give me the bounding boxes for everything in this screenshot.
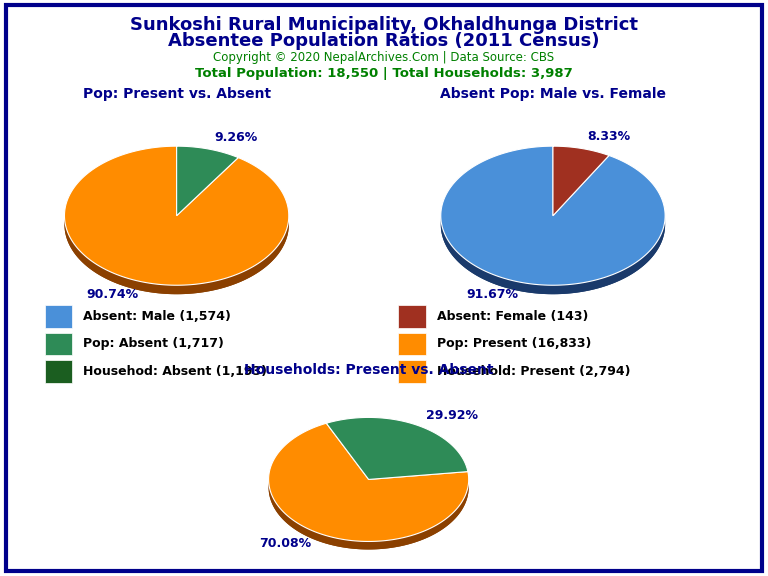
Text: 70.08%: 70.08% xyxy=(260,537,312,550)
Polygon shape xyxy=(269,480,468,550)
Polygon shape xyxy=(177,155,238,225)
Text: Pop: Present (16,833): Pop: Present (16,833) xyxy=(437,338,591,350)
Text: 9.26%: 9.26% xyxy=(214,131,258,143)
Text: Absent Pop: Male vs. Female: Absent Pop: Male vs. Female xyxy=(440,88,666,101)
FancyBboxPatch shape xyxy=(45,333,72,355)
FancyBboxPatch shape xyxy=(45,360,72,382)
FancyBboxPatch shape xyxy=(399,360,426,382)
Polygon shape xyxy=(326,426,468,487)
Text: Absent: Male (1,574): Absent: Male (1,574) xyxy=(83,310,231,323)
Polygon shape xyxy=(441,217,665,294)
Text: Househod: Absent (1,193): Househod: Absent (1,193) xyxy=(83,365,267,378)
Polygon shape xyxy=(326,418,468,479)
Polygon shape xyxy=(441,146,665,285)
Text: 90.74%: 90.74% xyxy=(87,288,139,301)
FancyBboxPatch shape xyxy=(45,305,72,328)
Polygon shape xyxy=(553,146,609,215)
FancyBboxPatch shape xyxy=(399,305,426,328)
Text: Pop: Present vs. Absent: Pop: Present vs. Absent xyxy=(83,88,270,101)
Text: Total Population: 18,550 | Total Households: 3,987: Total Population: 18,550 | Total Househo… xyxy=(195,67,573,80)
Text: Absentee Population Ratios (2011 Census): Absentee Population Ratios (2011 Census) xyxy=(168,32,600,50)
Polygon shape xyxy=(269,423,468,541)
Text: Pop: Absent (1,717): Pop: Absent (1,717) xyxy=(83,338,223,350)
Text: 29.92%: 29.92% xyxy=(425,409,478,422)
Text: 8.33%: 8.33% xyxy=(588,130,631,143)
Text: 91.67%: 91.67% xyxy=(467,289,518,301)
FancyBboxPatch shape xyxy=(399,333,426,355)
Polygon shape xyxy=(65,216,289,294)
Polygon shape xyxy=(65,146,289,285)
Polygon shape xyxy=(269,431,468,550)
Text: Copyright © 2020 NepalArchives.Com | Data Source: CBS: Copyright © 2020 NepalArchives.Com | Dat… xyxy=(214,51,554,64)
Text: Households: Present vs. Absent: Households: Present vs. Absent xyxy=(244,363,493,377)
Text: Household: Present (2,794): Household: Present (2,794) xyxy=(437,365,631,378)
Text: Sunkoshi Rural Municipality, Okhaldhunga District: Sunkoshi Rural Municipality, Okhaldhunga… xyxy=(130,16,638,34)
Polygon shape xyxy=(177,146,238,215)
Polygon shape xyxy=(441,155,665,294)
Text: Absent: Female (143): Absent: Female (143) xyxy=(437,310,588,323)
Polygon shape xyxy=(553,155,609,225)
Polygon shape xyxy=(65,155,289,294)
